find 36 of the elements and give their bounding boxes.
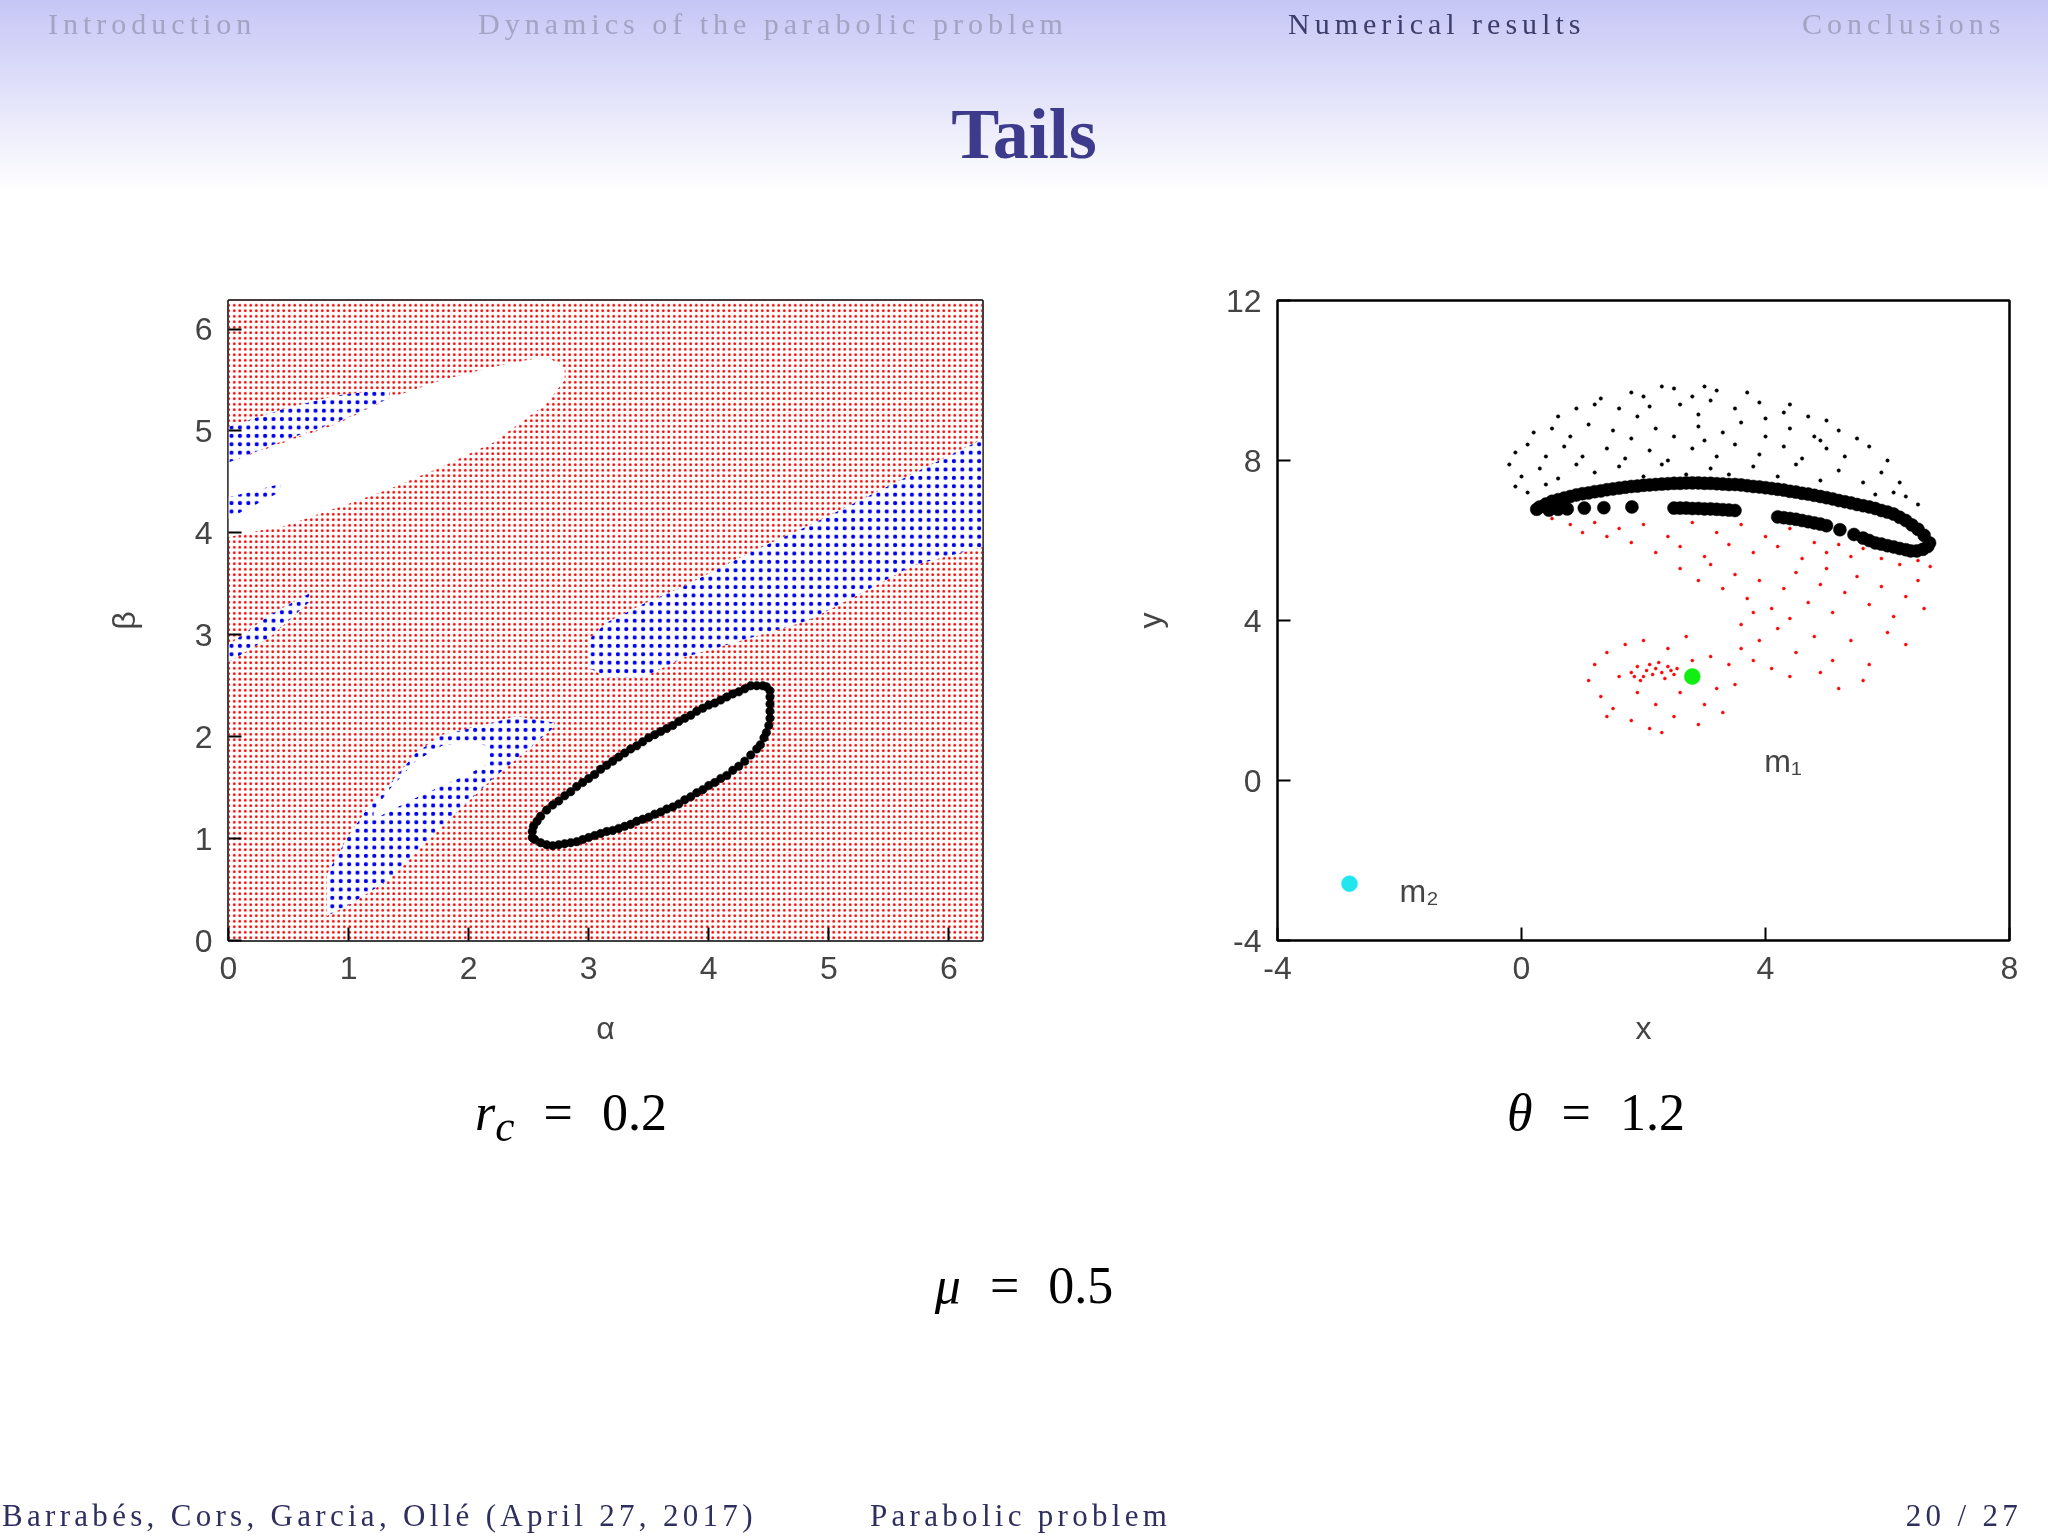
y-tick-label: 1 xyxy=(194,820,213,857)
y-tick-label: -4 xyxy=(1233,922,1262,959)
x-tick-label: 4 xyxy=(699,949,718,986)
y-tick-label: 12 xyxy=(1225,282,1262,319)
text: Barrabés, Cors, Garcia, Ollé (April 27, 2017) xyxy=(2,1498,757,1533)
x-tick-label: 1 xyxy=(339,949,358,986)
y-tick-label: 0 xyxy=(1243,762,1262,799)
text: Numerical results xyxy=(1288,7,1586,40)
x-tick-label: 0 xyxy=(1512,949,1531,986)
text: r$_{c}$ = 0.2 xyxy=(474,1083,668,1153)
text: μ = 0.5 xyxy=(933,1256,1115,1316)
x-tick-label: 5 xyxy=(819,949,838,986)
y-tick-label: 0 xyxy=(194,922,213,959)
y-tick-label: 8 xyxy=(1243,442,1262,479)
annotation: m₁ xyxy=(1764,742,1802,779)
y-axis-title: y xyxy=(1131,612,1168,629)
text: Tails xyxy=(950,94,1098,174)
x-tick-label: 6 xyxy=(939,949,958,986)
y-tick-label: 4 xyxy=(194,514,213,551)
annotation: m₂ xyxy=(1399,872,1439,909)
y-tick-label: 3 xyxy=(194,616,213,653)
y-tick-label: 5 xyxy=(194,412,213,449)
text: θ = 1.2 xyxy=(1506,1083,1686,1143)
x-tick-label: 3 xyxy=(579,949,598,986)
x-tick-label: 4 xyxy=(1756,949,1775,986)
x-tick-label: 8 xyxy=(2000,949,2019,986)
x-tick-label: 2 xyxy=(459,949,478,986)
text: Parabolic problem xyxy=(870,1498,1172,1533)
x-axis-title: x xyxy=(1635,1009,1652,1046)
y-tick-label: 2 xyxy=(194,718,213,755)
x-tick-label: 0 xyxy=(219,949,238,986)
y-tick-label: 6 xyxy=(194,311,213,348)
y-axis-title: β xyxy=(105,611,142,630)
y-tick-label: 4 xyxy=(1243,602,1262,639)
text: 20 / 27 xyxy=(1905,1498,2022,1533)
x-axis-title: α xyxy=(596,1009,615,1046)
